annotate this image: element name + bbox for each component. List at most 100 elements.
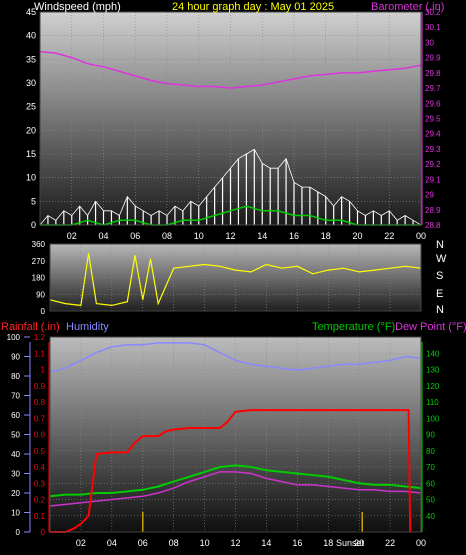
wind-x-tick-label: 12 xyxy=(225,231,235,241)
rainfall-tick-label: 0.9 xyxy=(34,382,46,391)
wind-x-tick-label: 16 xyxy=(289,231,299,241)
windspeed-axis-title: Windspeed (mph) xyxy=(34,1,121,13)
temperature-tick-label: 40 xyxy=(426,512,435,521)
plot-border xyxy=(49,243,422,312)
wind-x-tick-label: 10 xyxy=(194,231,204,241)
direction-y-tick-label: 360 xyxy=(32,240,46,249)
rainfall-tick-label: 0.1 xyxy=(34,512,46,521)
humidity-tick-label: 10 xyxy=(11,509,20,518)
rainfall-tick-label: 0.6 xyxy=(34,431,46,440)
wind-x-tick-label: 04 xyxy=(98,231,108,241)
rainfall-tick-label: 0.4 xyxy=(34,463,46,472)
compass-n-bottom: N xyxy=(436,304,444,316)
barometer-tick-label: 29 xyxy=(425,191,434,200)
barometer-tick-label: 29.7 xyxy=(425,84,441,93)
rain-x-tick-label: 22 xyxy=(385,538,395,548)
humidity-tick-label: 40 xyxy=(11,450,20,459)
direction-y-tick-label: 90 xyxy=(36,290,45,299)
temperature-tick-label: 130 xyxy=(426,366,440,375)
barometer-tick-label: 30.2 xyxy=(425,8,441,17)
wind-x-tick-label: 14 xyxy=(257,231,267,241)
compass-e: E xyxy=(436,288,444,300)
barometer-tick-label: 30 xyxy=(425,38,434,47)
wind-y-tick-label: 25 xyxy=(26,102,36,112)
dewpoint-axis-title: Dew Point (°F) xyxy=(395,321,466,333)
wind-y-tick-label: 35 xyxy=(26,54,36,64)
rain-x-tick-label: 20 xyxy=(354,538,364,548)
chart-title: 24 hour graph day : May 01 2025 xyxy=(172,1,335,13)
rain-x-tick-label: 16 xyxy=(292,538,302,548)
wind-x-tick-label: 22 xyxy=(384,231,394,241)
rain-x-tick-label: 06 xyxy=(138,538,148,548)
wind-y-tick-label: 40 xyxy=(26,31,36,41)
direction-line xyxy=(49,253,422,307)
barometer-tick-label: 29.2 xyxy=(425,160,441,169)
humidity-tick-label: 90 xyxy=(11,353,20,362)
wind-x-tick-label: 18 xyxy=(321,231,331,241)
rainfall-tick-label: 1.2 xyxy=(34,333,46,342)
rainfall-tick-label: 0.7 xyxy=(34,414,46,423)
wind-x-tick-label: 08 xyxy=(162,231,172,241)
compass-w: W xyxy=(436,253,447,265)
humidity-tick-label: 60 xyxy=(11,411,20,420)
wind-x-tick-label: 06 xyxy=(130,231,140,241)
wind-y-tick-label: 0 xyxy=(31,220,36,230)
rain-x-tick-label: 18 xyxy=(323,538,333,548)
rainfall-axis-title: Rainfall (.in) xyxy=(1,321,60,333)
sunset-label: Sunset xyxy=(336,538,365,548)
barometer-axis-title: Barometer (.in) xyxy=(371,1,445,13)
barometer-tick-label: 29.6 xyxy=(425,99,441,108)
wind-y-tick-label: 10 xyxy=(26,173,36,183)
wind-y-tick-label: 15 xyxy=(26,149,36,159)
plot-border xyxy=(49,336,422,533)
rainfall-tick-label: 0.2 xyxy=(34,496,46,505)
rain-x-tick-label: 12 xyxy=(230,538,240,548)
direction-y-tick-label: 270 xyxy=(32,257,46,266)
barometer-tick-label: 29.9 xyxy=(425,54,441,63)
direction-y-tick-label: 180 xyxy=(32,274,46,283)
temperature-tick-label: 90 xyxy=(426,431,435,440)
humidity-tick-label: 0 xyxy=(16,528,21,537)
rain-x-tick-label: 02 xyxy=(76,538,86,548)
rainfall-tick-label: 0.8 xyxy=(34,398,46,407)
wind-y-tick-label: 5 xyxy=(31,196,36,206)
humidity-tick-label: 20 xyxy=(11,489,20,498)
wind-x-tick-label: 20 xyxy=(352,231,362,241)
temperature-tick-label: 120 xyxy=(426,382,440,391)
rainfall-tick-label: 0.3 xyxy=(34,479,46,488)
rain-x-tick-label: 10 xyxy=(200,538,210,548)
wind-y-tick-label: 20 xyxy=(26,125,36,135)
humidity-tick-label: 100 xyxy=(7,333,21,342)
humidity-tick-label: 30 xyxy=(11,470,20,479)
rainfall-tick-label: 1 xyxy=(41,366,46,375)
barometer-tick-label: 29.1 xyxy=(425,175,441,184)
temperature-tick-label: 80 xyxy=(426,447,435,456)
compass-s: S xyxy=(436,270,444,282)
humidity-tick-label: 80 xyxy=(11,372,20,381)
wind-y-tick-label: 45 xyxy=(26,7,36,17)
temperature-axis-title: Temperature (°F) xyxy=(312,321,396,333)
rain-x-tick-label: 00 xyxy=(416,538,426,548)
rainfall-tick-label: 1.1 xyxy=(34,349,46,358)
barometer-tick-label: 29.3 xyxy=(425,145,441,154)
compass-n-top: N xyxy=(436,239,444,251)
rain-x-tick-label: 08 xyxy=(169,538,179,548)
temperature-tick-label: 100 xyxy=(426,414,440,423)
wind-y-tick-label: 30 xyxy=(26,78,36,88)
wind-x-tick-label: 00 xyxy=(416,231,426,241)
rain-x-tick-label: 14 xyxy=(261,538,271,548)
barometer-tick-label: 30.1 xyxy=(425,23,441,32)
rainfall-tick-label: 0 xyxy=(41,528,46,537)
temperature-tick-label: 70 xyxy=(426,463,435,472)
rain-x-tick-label: 04 xyxy=(107,538,117,548)
barometer-tick-label: 29.4 xyxy=(425,130,441,139)
humidity-tick-label: 70 xyxy=(11,392,20,401)
temperature-tick-label: 60 xyxy=(426,479,435,488)
barometer-tick-label: 28.8 xyxy=(425,221,441,230)
temperature-tick-label: 110 xyxy=(426,398,439,407)
plot-border xyxy=(39,11,422,226)
humidity-tick-label: 50 xyxy=(11,431,20,440)
direction-y-tick-label: 0 xyxy=(41,307,46,316)
barometer-tick-label: 29.5 xyxy=(425,115,441,124)
